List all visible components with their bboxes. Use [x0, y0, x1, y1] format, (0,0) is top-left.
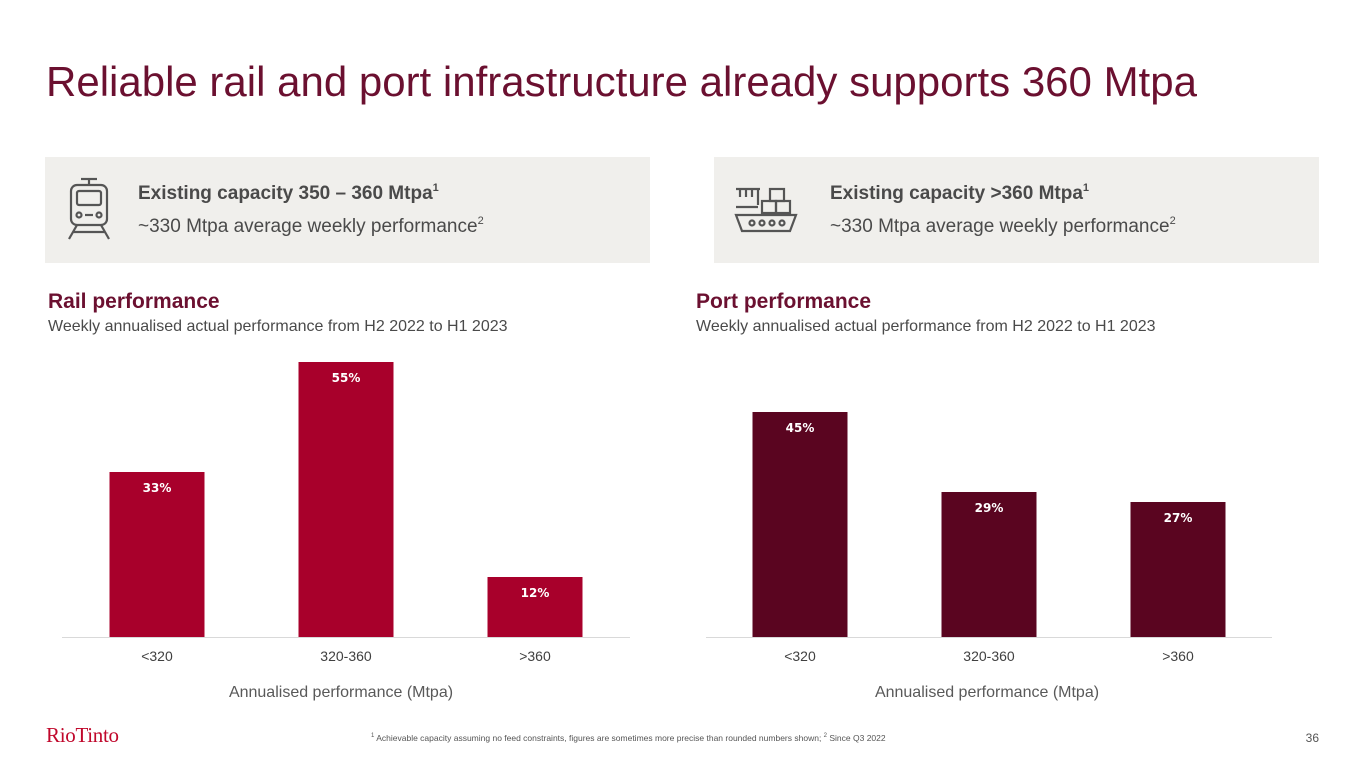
port-category-label: >360: [1162, 648, 1194, 664]
rio-tinto-logo: RioTinto: [46, 723, 119, 747]
rail-category-label: <320: [141, 648, 173, 664]
rail-x-axis-label: Annualised performance (Mtpa): [229, 684, 453, 701]
port-category-label: 320-360: [963, 648, 1015, 664]
port-performance-subtitle: Weekly annualised actual performance fro…: [696, 318, 1156, 335]
rail-bar-value-label: 55%: [332, 371, 361, 385]
rail-category-label: 320-360: [320, 648, 372, 664]
page-title: Reliable rail and port infrastructure al…: [46, 58, 1197, 105]
port-bar-value-label: 27%: [1164, 511, 1193, 525]
port-average-performance: ~330 Mtpa average weekly performance2: [830, 215, 1176, 238]
rail-performance-subtitle: Weekly annualised actual performance fro…: [48, 318, 508, 335]
rail-performance-title: Rail performance: [48, 290, 220, 313]
rail-bar-value-label: 33%: [143, 481, 172, 495]
rail-bar-0: [109, 472, 205, 637]
port-bar-2: [1130, 502, 1226, 637]
port-capacity-box: Existing capacity >360 Mtpa1 ~330 Mtpa a…: [714, 157, 1319, 263]
rail-bar-value-label: 12%: [521, 586, 550, 600]
port-category-label: <320: [784, 648, 816, 664]
page-number: 36: [1305, 731, 1319, 745]
port-x-axis-label: Annualised performance (Mtpa): [875, 684, 1099, 701]
footnote: 1 Achievable capacity assuming no feed c…: [371, 733, 886, 743]
port-capacity-headline: Existing capacity >360 Mtpa1: [830, 182, 1090, 205]
train-icon: [68, 177, 110, 240]
cargo-ship-icon: [734, 187, 798, 233]
port-bar-value-label: 29%: [975, 501, 1004, 515]
port-bar-1: [941, 492, 1037, 637]
rail-performance-chart: 33% <320 55% 320-360 12% >360 Annualised perfo…: [62, 362, 630, 701]
port-bar-0: [752, 412, 848, 637]
rail-bar-1: [298, 362, 394, 637]
rail-capacity-headline: Existing capacity 350 – 360 Mtpa1: [138, 182, 439, 205]
port-performance-chart: 45% <320 29% 320-360 27% >360 Annualised perfo…: [706, 412, 1272, 701]
rail-category-label: >360: [519, 648, 551, 664]
port-performance-title: Port performance: [696, 290, 872, 313]
rail-bar-2: [487, 577, 583, 637]
port-bar-value-label: 45%: [786, 421, 815, 435]
rail-capacity-box: Existing capacity 350 – 360 Mtpa1 ~330 M…: [45, 157, 650, 263]
rail-average-performance: ~330 Mtpa average weekly performance2: [138, 215, 484, 238]
